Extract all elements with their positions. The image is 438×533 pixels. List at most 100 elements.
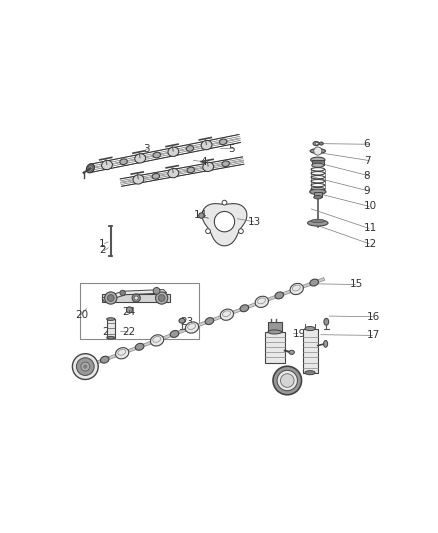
Ellipse shape xyxy=(313,142,319,146)
Ellipse shape xyxy=(150,335,164,346)
Ellipse shape xyxy=(305,327,315,330)
Ellipse shape xyxy=(185,322,198,333)
Text: 6: 6 xyxy=(364,139,370,149)
Ellipse shape xyxy=(311,219,325,223)
Bar xyxy=(303,328,318,373)
Text: 14: 14 xyxy=(194,210,207,220)
Ellipse shape xyxy=(307,220,328,226)
Ellipse shape xyxy=(310,189,326,195)
Ellipse shape xyxy=(107,336,115,339)
Ellipse shape xyxy=(100,356,109,363)
Circle shape xyxy=(77,358,94,375)
Circle shape xyxy=(314,147,322,155)
Ellipse shape xyxy=(324,318,328,325)
Ellipse shape xyxy=(102,160,113,169)
Ellipse shape xyxy=(153,152,160,158)
Circle shape xyxy=(107,295,114,302)
Bar xyxy=(265,332,285,362)
Circle shape xyxy=(158,295,165,302)
Ellipse shape xyxy=(133,175,144,184)
Ellipse shape xyxy=(168,147,179,156)
Text: 1: 1 xyxy=(99,239,106,249)
Text: 2: 2 xyxy=(99,246,106,255)
Circle shape xyxy=(132,294,140,302)
Circle shape xyxy=(81,362,90,371)
Text: 21: 21 xyxy=(102,327,116,337)
Bar xyxy=(107,319,115,338)
Text: 4: 4 xyxy=(201,157,207,167)
Ellipse shape xyxy=(186,146,194,151)
Ellipse shape xyxy=(81,360,94,372)
Text: 22: 22 xyxy=(123,327,136,337)
Ellipse shape xyxy=(312,163,324,167)
Ellipse shape xyxy=(179,318,185,323)
Bar xyxy=(312,160,324,165)
Text: 12: 12 xyxy=(364,239,377,249)
Circle shape xyxy=(239,229,244,233)
Text: 13: 13 xyxy=(248,216,261,227)
Circle shape xyxy=(105,292,117,304)
Ellipse shape xyxy=(305,370,315,375)
Bar xyxy=(314,192,322,197)
Circle shape xyxy=(205,229,210,233)
Ellipse shape xyxy=(187,167,194,173)
Ellipse shape xyxy=(170,330,179,337)
Ellipse shape xyxy=(152,173,159,179)
Text: 3: 3 xyxy=(143,144,150,154)
Text: 23: 23 xyxy=(180,317,194,327)
Circle shape xyxy=(84,365,87,368)
Ellipse shape xyxy=(88,166,93,171)
Ellipse shape xyxy=(205,318,214,325)
Ellipse shape xyxy=(203,162,214,172)
Ellipse shape xyxy=(116,348,129,359)
Circle shape xyxy=(277,370,297,391)
Ellipse shape xyxy=(135,154,145,163)
Ellipse shape xyxy=(240,305,249,312)
Ellipse shape xyxy=(314,196,322,199)
Ellipse shape xyxy=(86,164,95,173)
Ellipse shape xyxy=(255,296,268,308)
Ellipse shape xyxy=(135,343,144,350)
Ellipse shape xyxy=(319,142,323,145)
Polygon shape xyxy=(202,204,247,246)
Circle shape xyxy=(155,292,168,304)
Text: 19: 19 xyxy=(293,329,306,338)
Ellipse shape xyxy=(107,318,115,320)
Text: 10: 10 xyxy=(364,201,377,212)
Circle shape xyxy=(72,354,98,379)
Ellipse shape xyxy=(310,149,325,154)
Ellipse shape xyxy=(290,284,304,295)
Text: 7: 7 xyxy=(364,156,370,166)
Circle shape xyxy=(315,142,318,145)
Circle shape xyxy=(273,366,301,395)
Text: 17: 17 xyxy=(367,330,380,341)
Circle shape xyxy=(214,212,235,232)
Ellipse shape xyxy=(219,139,227,144)
Polygon shape xyxy=(102,289,167,302)
Circle shape xyxy=(199,213,204,218)
Text: 20: 20 xyxy=(75,310,88,320)
Ellipse shape xyxy=(268,330,282,334)
Circle shape xyxy=(222,200,227,205)
Ellipse shape xyxy=(201,141,212,150)
Text: 16: 16 xyxy=(367,312,380,322)
Text: 9: 9 xyxy=(364,186,370,196)
Ellipse shape xyxy=(168,168,179,178)
Bar xyxy=(268,322,282,332)
Circle shape xyxy=(120,290,125,296)
Text: 15: 15 xyxy=(350,279,364,289)
Circle shape xyxy=(134,296,138,300)
Ellipse shape xyxy=(275,292,283,299)
Text: 18: 18 xyxy=(276,379,289,390)
Text: 24: 24 xyxy=(123,306,136,317)
Ellipse shape xyxy=(220,309,233,320)
Bar xyxy=(102,294,170,302)
Text: 11: 11 xyxy=(364,223,377,233)
Text: 5: 5 xyxy=(228,144,234,154)
Text: 8: 8 xyxy=(364,171,370,181)
Circle shape xyxy=(153,287,160,294)
Ellipse shape xyxy=(310,279,318,286)
Circle shape xyxy=(280,374,294,387)
Ellipse shape xyxy=(222,161,230,166)
Ellipse shape xyxy=(311,157,325,163)
